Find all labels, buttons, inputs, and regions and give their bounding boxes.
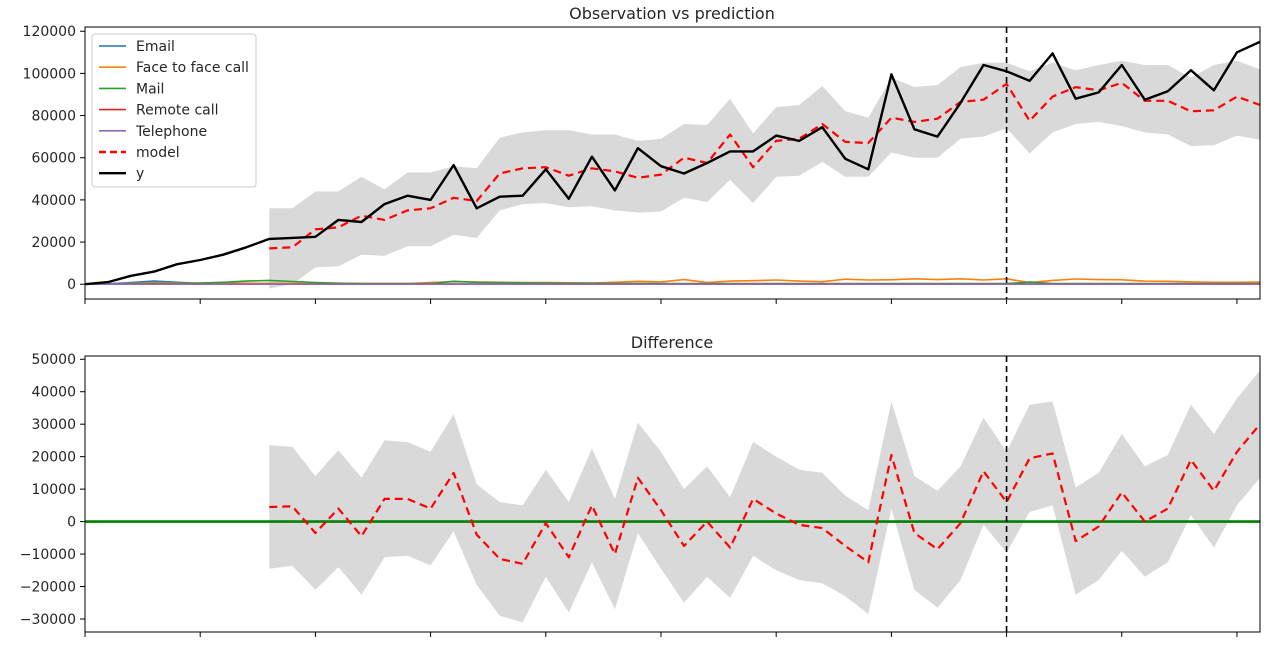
y-tick-label: 20000 <box>31 450 76 466</box>
x-axis-ticks <box>84 299 1238 304</box>
y-tick-label: 120000 <box>23 24 76 40</box>
legend-label: Telephone <box>135 124 207 140</box>
chart-title: Observation vs prediction <box>569 4 775 23</box>
y-tick-label: −20000 <box>20 580 76 596</box>
y-tick-label: 0 <box>67 515 76 531</box>
legend-box <box>91 33 257 188</box>
legend-label: Mail <box>136 81 164 97</box>
legend-label: y <box>136 166 144 182</box>
y-tick-label: 40000 <box>31 193 76 209</box>
legend-label: Email <box>136 39 175 55</box>
y-tick-label: 30000 <box>31 417 76 433</box>
series-line-y <box>84 40 1261 286</box>
difference-chart: Difference −30000 −20000 −10000 0 10000 20000… <box>20 333 1261 637</box>
series-line-face-to-face-call <box>84 278 1261 285</box>
observation-vs-prediction-chart: Observation vs prediction 0 20000 40000 600… <box>23 4 1261 304</box>
legend-label: Remote call <box>136 103 219 119</box>
legend-label: model <box>136 145 180 161</box>
confidence-band <box>269 60 1260 289</box>
y-tick-label: 80000 <box>31 109 76 125</box>
legend: Email Face to face call Mail Remote call Tel… <box>91 33 257 188</box>
y-tick-label: −30000 <box>20 612 76 628</box>
plot-frame <box>84 26 1261 300</box>
difference-interval-band <box>269 370 1260 623</box>
x-axis-ticks <box>84 632 1238 637</box>
confidence-band <box>269 370 1260 623</box>
y-tick-label: 50000 <box>31 352 76 368</box>
y-tick-label: 100000 <box>23 66 76 82</box>
y-tick-label: 20000 <box>31 235 76 251</box>
y-tick-label: −10000 <box>20 547 76 563</box>
series-line-difference <box>269 423 1261 565</box>
chart-title: Difference <box>631 333 713 352</box>
legend-label: Face to face call <box>136 60 249 76</box>
plot-frame <box>84 355 1261 633</box>
series-lines <box>269 423 1261 565</box>
y-tick-label: 40000 <box>31 385 76 401</box>
y-axis-ticks: 0 20000 40000 60000 80000 100000 120000 <box>23 24 85 293</box>
y-axis-ticks: −30000 −20000 −10000 0 10000 20000 30000 40000 5… <box>20 352 85 628</box>
y-tick-label: 0 <box>67 277 76 293</box>
prediction-interval-band <box>269 60 1260 289</box>
series-lines <box>84 40 1261 286</box>
series-line-model <box>269 81 1261 250</box>
y-tick-label: 10000 <box>31 482 76 498</box>
y-tick-label: 60000 <box>31 151 76 167</box>
